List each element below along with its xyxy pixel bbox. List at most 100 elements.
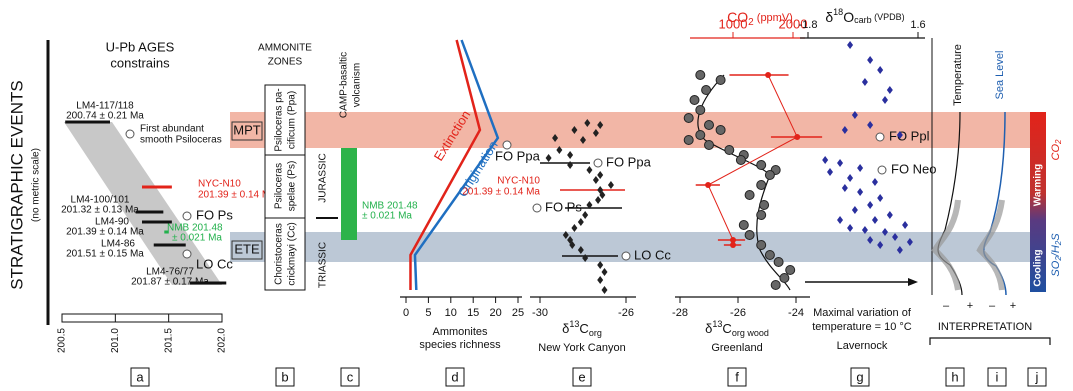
data-point — [689, 95, 700, 105]
label-part: 13 — [569, 319, 579, 329]
annotation: NYC-N10 — [497, 176, 540, 187]
data-point — [882, 228, 888, 236]
band-label: MPT — [233, 122, 261, 137]
cooling: Cooling — [1033, 249, 1044, 286]
x-tick-label: 1.6 — [910, 19, 925, 31]
label-part: CO — [727, 9, 748, 25]
panel-letter: g — [856, 369, 863, 384]
x-tick-label: -24 — [788, 307, 804, 319]
annotation: FO Ppl — [889, 128, 930, 143]
caption: temperature = 10 °C — [812, 321, 912, 333]
sea-level-arrow — [976, 199, 1005, 291]
label-part: O — [843, 9, 854, 25]
letter-box — [572, 367, 592, 387]
sample: LM4-100/101 — [71, 195, 130, 206]
interp-label: Temperature — [952, 44, 964, 106]
label-part: C — [579, 321, 588, 336]
data-point — [902, 221, 909, 229]
data-point — [599, 191, 606, 199]
letter-box — [727, 367, 747, 387]
data-point — [827, 168, 833, 176]
label-part: 2 — [1054, 240, 1063, 246]
plus: + — [967, 300, 973, 312]
panel-letter: i — [996, 369, 999, 384]
data-point — [861, 226, 868, 234]
arrow-head — [908, 278, 918, 286]
label-part: δ — [705, 321, 712, 336]
data-point — [857, 188, 864, 196]
label-part: δ — [825, 9, 833, 25]
panel-title: constrains — [110, 55, 170, 70]
annotation: LO Cc — [634, 247, 671, 262]
site: New York Canyon — [538, 342, 625, 354]
data-point — [867, 236, 874, 244]
co2-point — [730, 237, 736, 243]
label-part: 2 — [748, 17, 754, 28]
data-point — [871, 178, 878, 186]
sample: LM4-117/118 — [76, 101, 134, 112]
panel-letter: a — [136, 369, 144, 384]
data-point — [592, 176, 599, 184]
data-point — [896, 246, 903, 254]
data-point — [735, 155, 746, 165]
co2-tick-label: 1000 — [719, 16, 748, 31]
letter-box — [1027, 367, 1047, 387]
label-part: org — [589, 328, 602, 338]
panel-title: ZONES — [268, 57, 303, 68]
ammonite-icon — [593, 158, 603, 168]
panel-letter: c — [347, 369, 354, 384]
interp-title: INTERPRETATION — [938, 321, 1032, 333]
age-label: 201.39 ± 0.14 Ma — [198, 190, 276, 201]
x-tick-label: 201.5 — [163, 328, 174, 353]
warming: Warming — [1033, 164, 1044, 206]
data-point — [562, 231, 569, 239]
data-point — [882, 96, 888, 104]
x-tick-label: -28 — [672, 307, 688, 319]
annotation: First abundant — [140, 124, 204, 135]
data-point — [785, 265, 796, 275]
letter-box — [945, 367, 965, 387]
so2-label: SO2/H2S — [1050, 233, 1063, 277]
data-point — [773, 257, 784, 267]
data-point — [877, 194, 884, 202]
data-point — [847, 174, 854, 182]
sample: NMB 201.48 — [167, 223, 223, 234]
data-point — [867, 121, 874, 129]
richness-line — [409, 39, 482, 290]
ammonite-icon — [877, 165, 887, 175]
x-tick-label: -26 — [730, 307, 746, 319]
ammonite-icon — [502, 140, 512, 150]
data-point — [715, 75, 726, 85]
data-point — [871, 216, 878, 224]
data-point — [847, 224, 854, 232]
label-part: 18 — [833, 7, 843, 17]
label-part: (ppmV) — [754, 12, 793, 24]
x-tick-label: 202.0 — [217, 328, 228, 353]
x-tick-label: 15 — [467, 307, 479, 319]
site: Greenland — [711, 342, 762, 354]
co2-title: CO2 (ppmV) — [727, 9, 793, 28]
data-point — [715, 125, 726, 135]
annotation: FO Ps — [196, 207, 233, 222]
period: JURASSIC — [318, 153, 329, 202]
data-point — [584, 119, 591, 127]
data-point — [857, 164, 864, 172]
annotation: FO Ppa — [606, 154, 652, 169]
data-point — [607, 181, 614, 189]
data-point — [738, 220, 749, 230]
label-part: carb — [854, 15, 872, 25]
data-point — [695, 70, 706, 80]
data-point — [569, 241, 576, 249]
mpt-band — [230, 112, 1030, 148]
data-point — [906, 238, 913, 246]
richness-line — [413, 39, 500, 291]
sample: LM4-86 — [101, 239, 135, 250]
x-tick-label: 0 — [403, 307, 409, 319]
minus: – — [989, 300, 996, 312]
axis-label: Ammonites — [432, 326, 488, 338]
data-point — [597, 261, 604, 269]
data-point — [756, 210, 767, 220]
x-tick-label: 200.5 — [57, 328, 68, 353]
data-point — [545, 154, 552, 162]
age-label: 201.32 ± 0.13 Ma — [61, 205, 139, 216]
